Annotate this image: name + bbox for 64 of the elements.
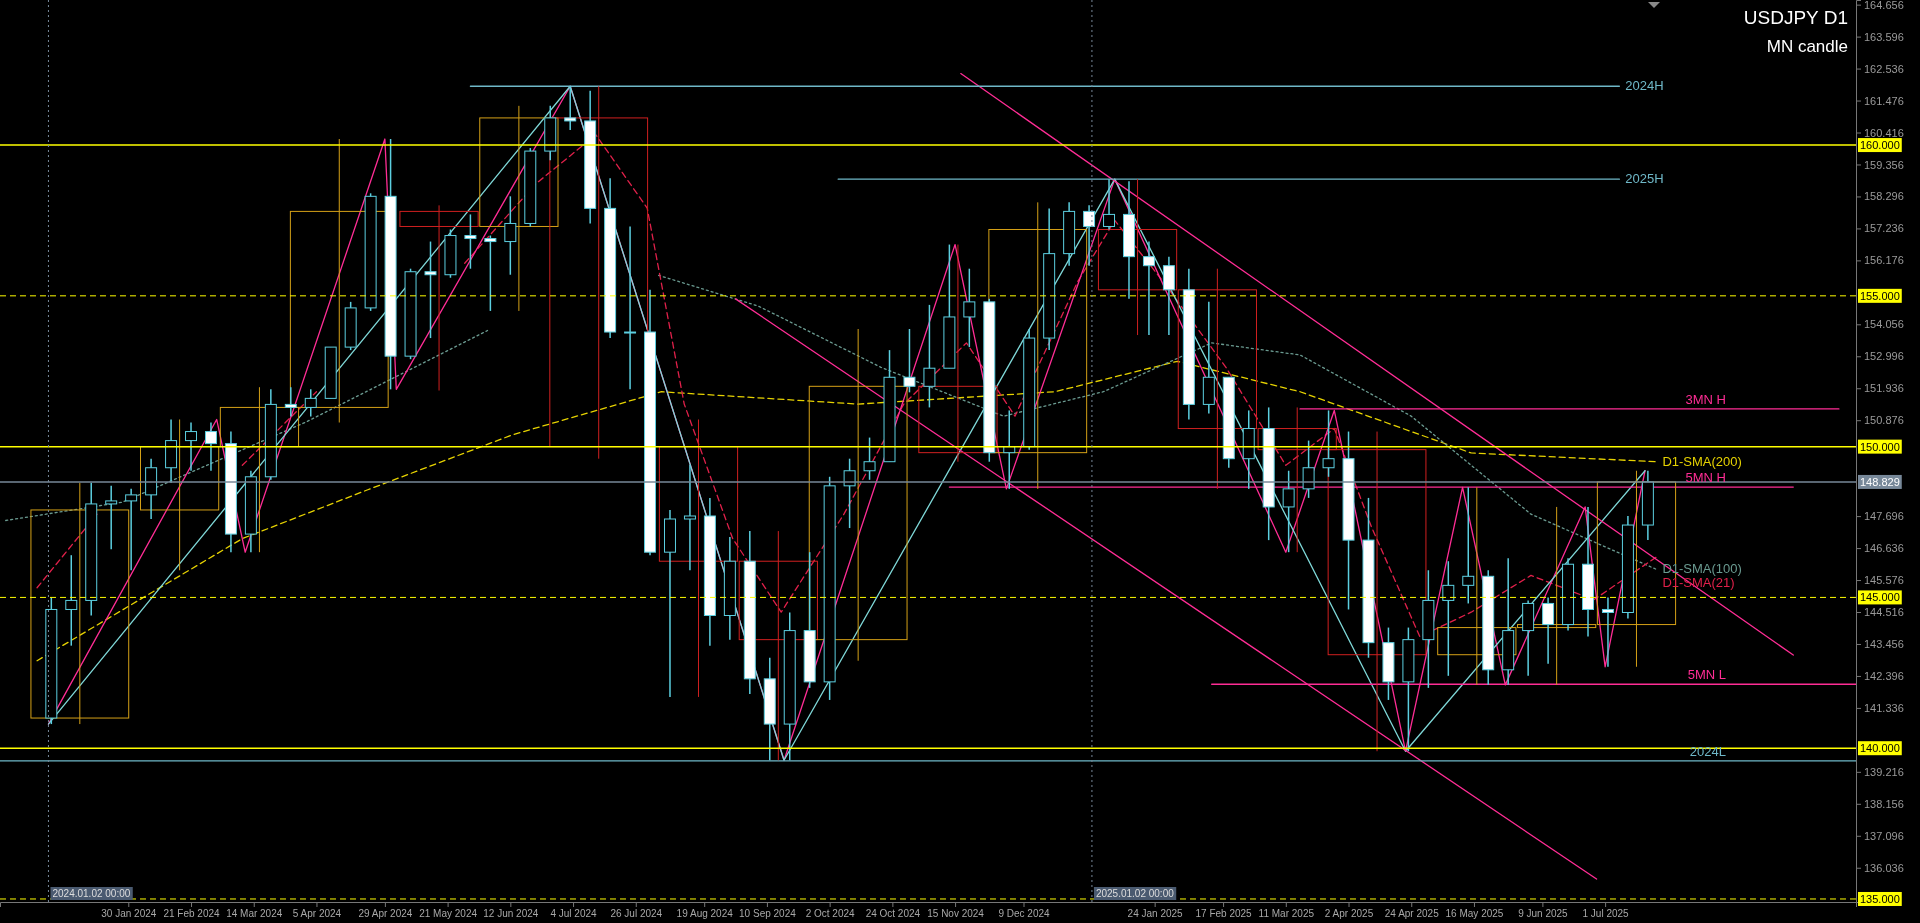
y-tick-label: 141.336 [1864,701,1904,714]
x-tick-label: 11 Mar 2025 [1258,908,1315,920]
y-tick-label: 158.296 [1864,190,1904,203]
x-tick-label: 24 Apr 2025 [1384,908,1440,920]
x-tick-label: 30 Jan 2024 [101,908,157,920]
y-tick-label: 143.456 [1864,638,1904,650]
chart-title: USDJPY D1 [1743,7,1848,28]
y-tick-label: 163.596 [1864,30,1904,43]
series-label: D1-SMA(200) [1662,453,1742,469]
x-tick-label: 24 Jan 2025 [1127,908,1184,920]
series-label: 2025H [1625,171,1664,187]
x-tick-label: 10 Sep 2024 [739,908,797,920]
y-tick-label: 154.056 [1864,318,1904,331]
x-tick-label: 14 Mar 2024 [226,908,283,920]
x-tick-label: 21 May 2024 [419,908,478,920]
y-tick-label: 150.876 [1864,414,1904,427]
series-label: 5MN H [1685,470,1726,486]
x-tick-label: 5 Apr 2024 [292,908,342,920]
ref-line-label: 145.000 [1860,591,1900,604]
y-tick-label: 144.516 [1864,606,1904,619]
y-tick-label: 146.636 [1864,542,1904,555]
ref-line-label: 160.000 [1860,139,1900,152]
y-tick-label: 164.656 [1864,0,1904,11]
x-tick-label: 9 Jun 2025 [1518,908,1569,920]
x-tick-label: 2 Apr 2025 [1324,908,1374,920]
ref-line-label: 2025.01.02 00:00 [1095,888,1175,899]
y-tick-label: 157.236 [1864,222,1904,235]
ref-line-label: 148.829 [1860,475,1900,488]
text: MN candle [1766,37,1848,56]
x-tick-label: 2 Oct 2024 [805,908,856,920]
ref-line-label: 135.000 [1860,892,1900,905]
x-tick-label: 16 May 2025 [1445,908,1504,920]
series-label: 2024H [1625,78,1664,94]
series-label: 3MN H [1685,391,1726,407]
y-tick-label: 147.696 [1864,510,1904,523]
x-tick-label: 17 Feb 2025 [1195,908,1253,920]
y-tick-label: 151.936 [1864,382,1904,395]
x-tick-label: 26 Jul 2024 [610,908,663,920]
y-tick-label: 161.476 [1864,94,1904,107]
x-tick-label: 21 Feb 2024 [163,908,221,920]
y-tick-label: 145.576 [1864,574,1904,587]
x-tick-label: 12 Jun 2024 [483,908,539,920]
y-tick-label: 139.216 [1864,765,1904,778]
y-tick-label: 156.176 [1864,254,1904,267]
x-tick-label: 19 Aug 2024 [676,908,734,920]
y-tick-label: 138.156 [1864,797,1904,810]
ref-line-label: 140.000 [1860,742,1900,755]
x-tick-label: 9 Dec 2024 [998,908,1051,920]
x-tick-label: 1 Jul 2025 [1582,908,1630,920]
x-tick-label: 4 Jul 2024 [550,908,598,920]
y-tick-label: 142.396 [1864,669,1904,682]
x-tick-label: 29 Apr 2024 [358,908,413,920]
y-tick-label: 137.096 [1864,829,1904,842]
ref-line-label: 150.000 [1860,440,1900,453]
ref-line-label: 155.000 [1860,289,1900,302]
x-tick-label: 24 Oct 2024 [865,908,921,920]
x-tick-label: 15 Nov 2024 [927,908,985,920]
y-tick-label: 162.536 [1864,62,1904,75]
y-tick-label: 160.416 [1864,126,1904,139]
series-label: 5MN L [1687,667,1726,683]
y-tick-label: 152.996 [1864,350,1904,363]
ref-line-label: 2024.01.02 00:00 [52,888,131,899]
y-tick-label: 136.036 [1864,861,1904,874]
y-tick-label: 159.356 [1864,158,1904,171]
